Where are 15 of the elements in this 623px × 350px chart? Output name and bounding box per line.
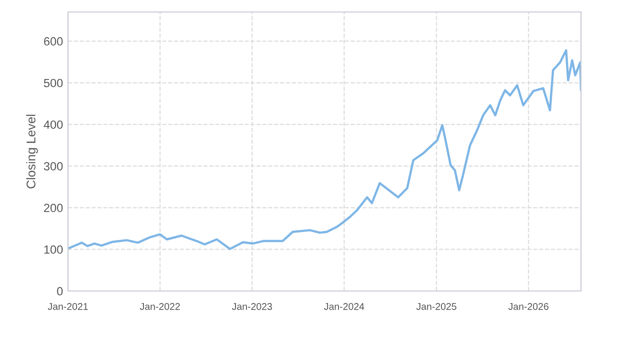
y-tick-label: 500 — [44, 78, 63, 88]
y-axis-title: Closing Level — [26, 114, 38, 188]
y-tick-label: 600 — [44, 37, 63, 46]
x-tick-label: Jan-2022 — [140, 303, 180, 310]
x-tick-label: Jan-2023 — [232, 303, 272, 310]
x-tick-label: Jan-2024 — [324, 303, 364, 310]
y-tick-label: 400 — [44, 120, 63, 129]
line-series — [68, 49, 581, 250]
x-tick-label: Jan-2026 — [508, 303, 548, 310]
x-tick-label: Jan-2021 — [48, 303, 88, 310]
y-tick-label: 100 — [44, 245, 63, 254]
y-tick-label: 300 — [44, 162, 63, 170]
x-tick-label: Jan-2025 — [416, 303, 456, 310]
y-tick-label: 0 — [57, 287, 63, 296]
y-tick-label: 200 — [44, 204, 63, 212]
